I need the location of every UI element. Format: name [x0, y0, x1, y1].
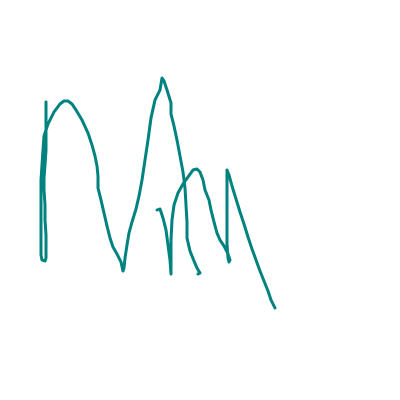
freehand-stroke — [39, 76, 202, 276]
freehand-stroke-middle — [155, 167, 277, 310]
